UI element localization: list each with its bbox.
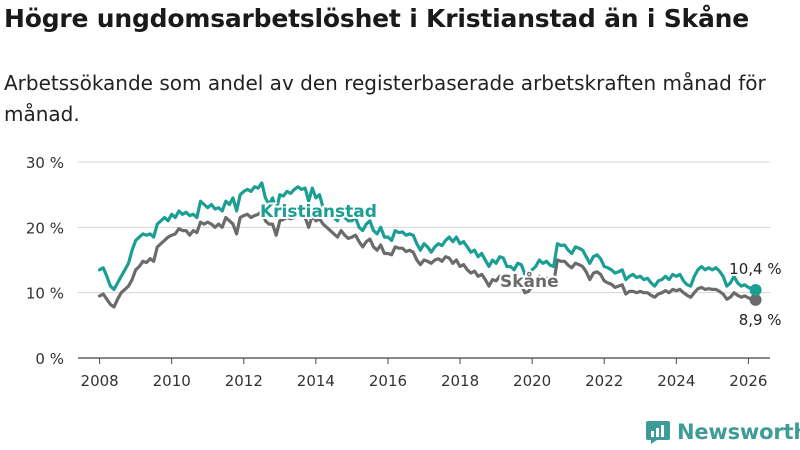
x-tick-label: 2014 xyxy=(297,372,335,390)
brand-name: Newsworthy xyxy=(677,420,800,444)
end-value-label-skane: 8,9 % xyxy=(739,311,782,329)
series-label-skane: Skåne xyxy=(500,270,559,292)
x-tick-label: 2020 xyxy=(513,372,551,390)
x-tick-label: 2010 xyxy=(153,372,191,390)
y-tick-label: 20 % xyxy=(26,219,64,237)
x-tick-label: 2016 xyxy=(369,372,407,390)
x-tick-label: 2012 xyxy=(225,372,263,390)
y-tick-label: 30 % xyxy=(26,154,64,172)
end-value-label-kristianstad: 10,4 % xyxy=(729,260,781,278)
series-line-kristianstad xyxy=(98,181,758,292)
x-tick-label: 2026 xyxy=(729,372,767,390)
x-tick-label: 2008 xyxy=(81,372,119,390)
x-tick-label: 2022 xyxy=(585,372,623,390)
series-end-marker-kristianstad xyxy=(749,284,762,297)
series-label-kristianstad: Kristianstad xyxy=(260,202,377,222)
brand-logo: Newsworthy xyxy=(645,419,800,445)
y-tick-label: 0 % xyxy=(35,350,64,368)
x-tick-label: 2018 xyxy=(441,372,479,390)
y-tick-label: 10 % xyxy=(26,285,64,303)
x-tick-label: 2024 xyxy=(657,372,695,390)
series-line-skåne xyxy=(98,209,758,309)
series-end-marker-skåne xyxy=(749,293,762,306)
chart-subtitle: Arbetssökande som andel av den registerb… xyxy=(4,71,766,126)
newsworthy-logo-icon xyxy=(646,421,670,444)
chart-title: Högre ungdomsarbetslöshet i Kristianstad… xyxy=(4,4,750,33)
